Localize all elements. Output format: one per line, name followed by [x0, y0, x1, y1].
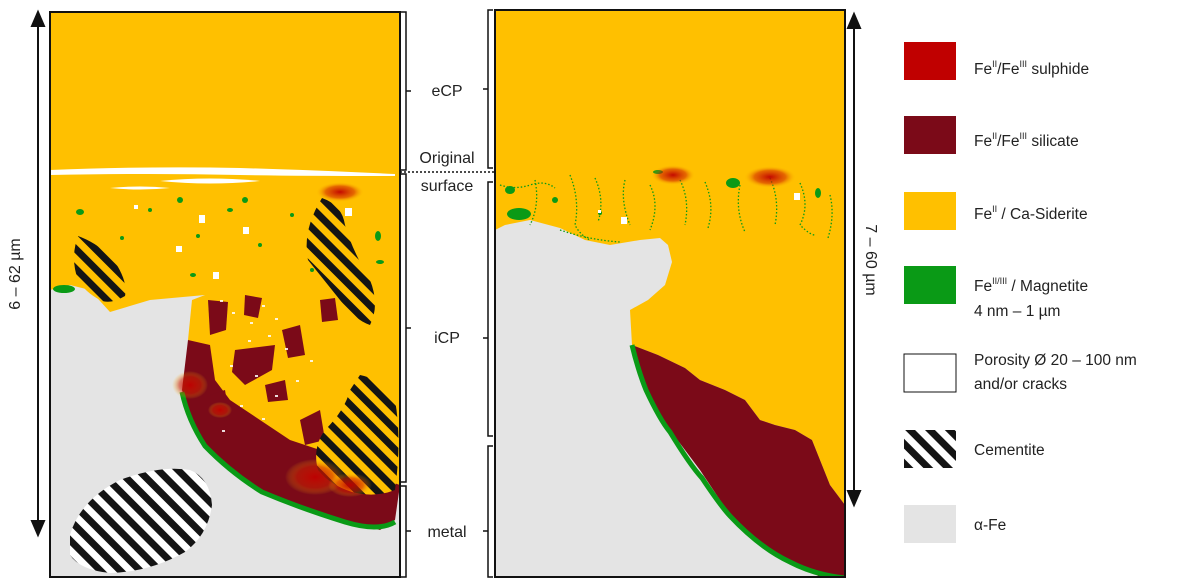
- left-cementite-particle: [306, 198, 375, 325]
- left-magnetite-dot: [196, 234, 200, 238]
- legend: FeII/FeIII sulphide FeII/FeIII silicate …: [903, 42, 1137, 543]
- legend-label-sulphide: FeII/FeIII sulphide: [974, 59, 1089, 78]
- left-panel: [50, 12, 400, 577]
- legend-swatch-magnetite: [904, 266, 956, 304]
- right-silicate-band: [632, 345, 845, 577]
- left-pore: [345, 208, 352, 216]
- left-sulphide-blob: [208, 402, 232, 418]
- right-sulphide-blob: [744, 166, 796, 188]
- left-magnetite-dot: [290, 213, 294, 217]
- legend-label-siderite: FeII / Ca-Siderite: [974, 204, 1088, 223]
- left-cementite-particle: [70, 468, 212, 573]
- left-magnetite-dot: [376, 260, 384, 264]
- left-surface-streak: [50, 167, 395, 176]
- left-magnetite-dot: [76, 209, 84, 215]
- left-magnetite-dot: [120, 236, 124, 240]
- zone-brackets: [401, 9, 493, 578]
- right-panel-frame: [494, 9, 846, 578]
- left-pore: [134, 205, 138, 209]
- left-pore: [213, 272, 219, 279]
- left-magnetite-dot: [177, 197, 183, 203]
- right-magnetite-dot: [507, 208, 531, 220]
- left-magnetite-dot: [242, 197, 248, 203]
- left-magnetite-dot: [310, 268, 314, 272]
- legend-swatch-porosity: [903, 353, 957, 393]
- left-pore: [176, 246, 182, 252]
- right-siderite-layer: [495, 10, 845, 505]
- legend-swatch-siderite: [904, 192, 956, 230]
- legend-label-porosity: Porosity Ø 20 – 100 nm: [974, 352, 1137, 369]
- left-magnetite-dot: [258, 243, 262, 247]
- left-sulphide-blob: [316, 182, 364, 202]
- legend-swatch-cementite: [904, 430, 956, 468]
- left-silicate-speck: [320, 298, 338, 322]
- left-surface-streak: [110, 186, 170, 190]
- legend-label-magnetite-size: 4 nm – 1 µm: [974, 303, 1060, 320]
- left-magnetite-dot: [190, 273, 196, 277]
- left-dimension-arrow: [30, 9, 46, 538]
- zone-label-metal: metal: [427, 524, 466, 541]
- legend-label-porosity-cracks: and/or cracks: [974, 376, 1067, 393]
- left-dimension-label: 6 – 62 µm: [7, 238, 24, 309]
- left-pore: [243, 227, 249, 234]
- right-panel: [495, 10, 845, 577]
- legend-swatch-alpha-fe: [904, 505, 956, 543]
- legend-label-silicate: FeII/FeIII silicate: [974, 131, 1079, 150]
- left-magnetite-dot: [148, 208, 152, 212]
- right-magnetite-dot: [505, 186, 515, 194]
- right-magnetite-rim: [629, 344, 845, 577]
- legend-swatch-silicate: [904, 116, 956, 154]
- legend-label-alpha-fe: α-Fe: [974, 517, 1006, 534]
- right-pore: [598, 210, 601, 213]
- left-silicate-speck: [244, 295, 262, 318]
- left-pore-field: [220, 300, 313, 432]
- left-magnetite-dot: [53, 285, 75, 293]
- right-magnetite-dot: [815, 188, 821, 198]
- left-sulphide-blob: [172, 371, 208, 399]
- left-siderite-layer: [50, 12, 400, 492]
- right-dimension-label: 7 – 60 µm: [862, 224, 879, 295]
- legend-label-magnetite: FeII/III / Magnetite: [974, 276, 1088, 295]
- right-magnetite-dot: [726, 178, 740, 188]
- legend-swatch-sulphide: [904, 42, 956, 80]
- left-cementite-particle: [74, 236, 126, 302]
- left-silicate-speck: [232, 345, 275, 385]
- left-silicate-speck: [265, 380, 288, 402]
- left-sulphide-blob: [328, 473, 372, 497]
- zone-label-original: Original: [419, 150, 474, 167]
- right-dimension-arrow: [846, 11, 862, 508]
- legend-label-cementite: Cementite: [974, 442, 1045, 459]
- zone-label-surface: surface: [421, 178, 474, 195]
- right-sulphide-blob: [651, 165, 695, 185]
- right-magnetite-dot: [552, 197, 558, 203]
- left-panel-frame: [49, 11, 401, 578]
- left-pore: [199, 215, 205, 223]
- left-silicate-speck: [300, 410, 325, 445]
- zone-label-ecp: eCP: [431, 83, 462, 100]
- right-pore: [794, 193, 800, 200]
- zone-label-icp: iCP: [434, 330, 460, 347]
- right-pore: [621, 217, 627, 224]
- left-silicate-speck: [208, 300, 228, 335]
- left-magnetite-dot: [375, 231, 381, 241]
- left-surface-streak: [160, 178, 260, 184]
- left-magnetite-dot: [227, 208, 233, 212]
- left-magnetite-rim: [179, 391, 397, 530]
